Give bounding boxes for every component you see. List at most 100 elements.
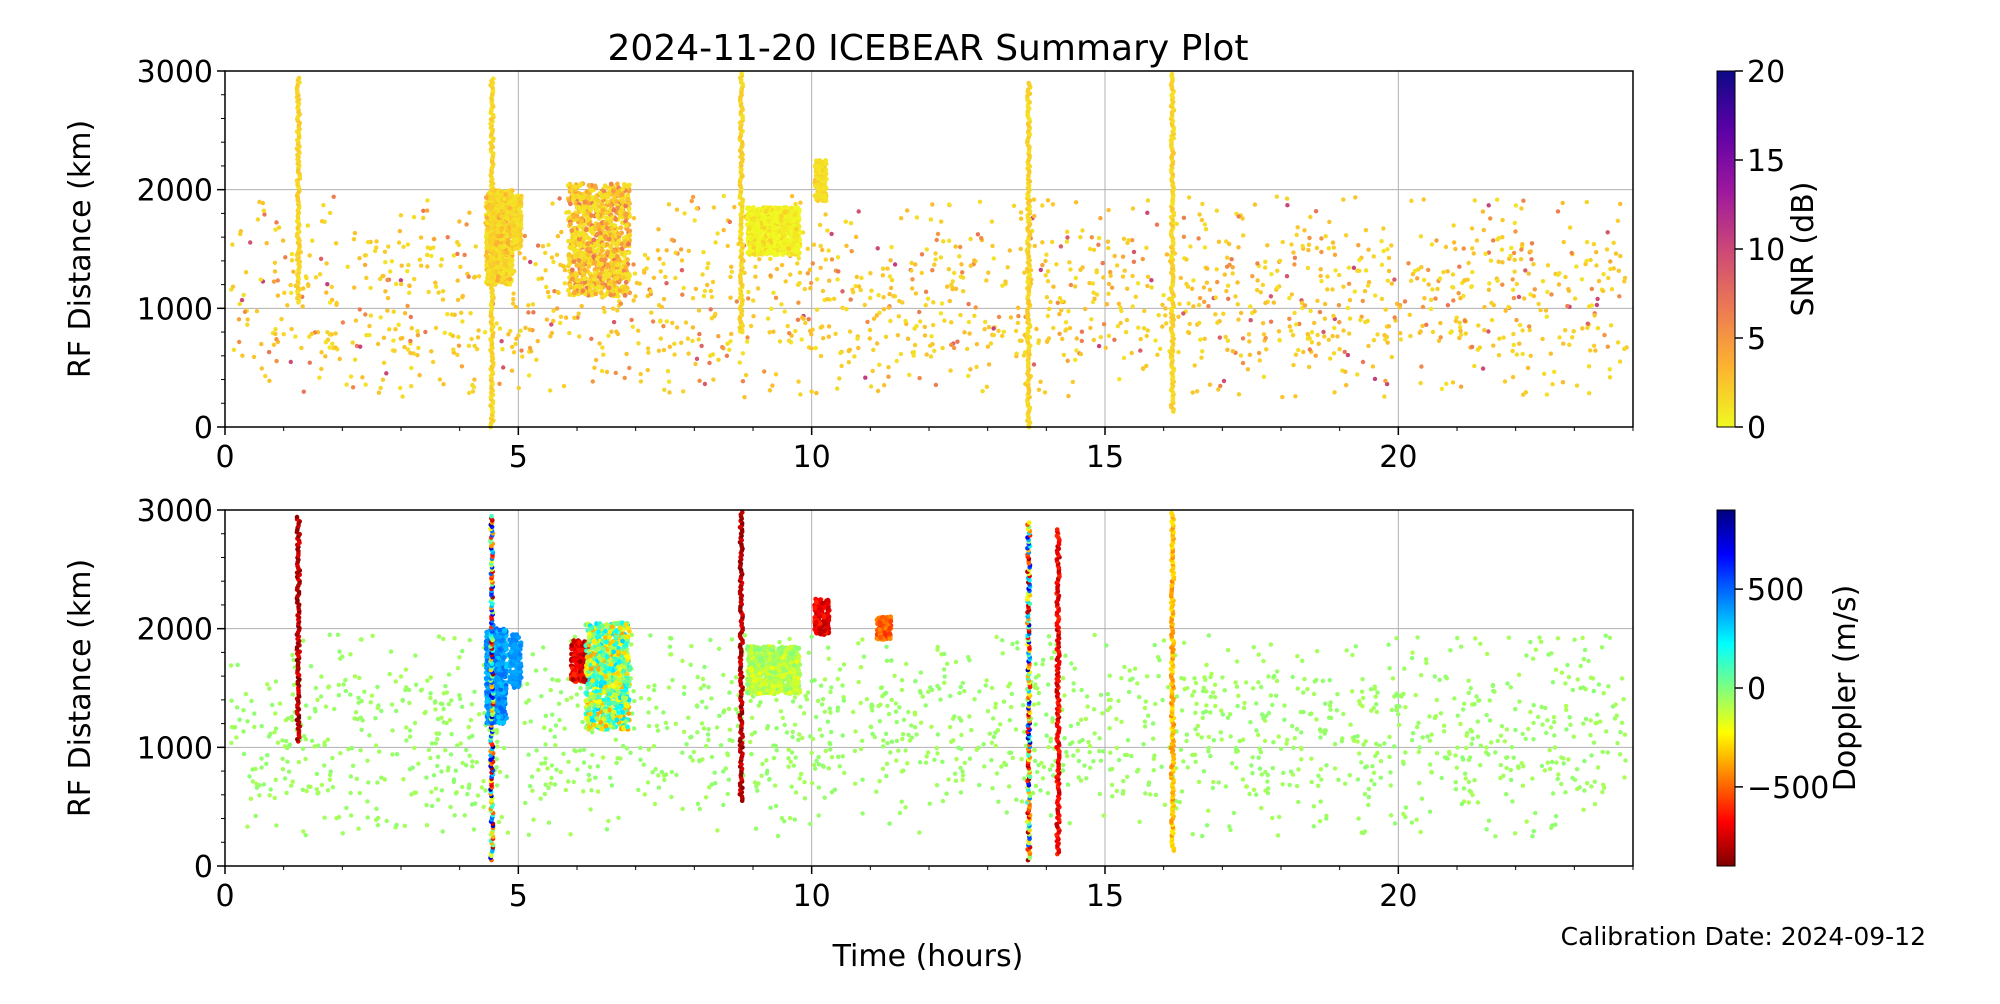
cluster-point (773, 239, 778, 244)
background-point (450, 312, 454, 316)
background-point (1051, 285, 1055, 289)
cluster-point (609, 255, 614, 260)
cluster-point (585, 218, 590, 223)
cluster-point (600, 248, 605, 253)
background-point (1188, 244, 1192, 248)
background-point (1419, 364, 1423, 368)
cluster-point (513, 246, 518, 251)
background-point (1347, 266, 1351, 270)
background-point (1500, 248, 1504, 252)
background-point (438, 377, 442, 381)
background-point (1462, 246, 1466, 250)
background-point (899, 352, 903, 356)
background-point (1482, 328, 1486, 332)
background-point (875, 341, 879, 345)
background-point (392, 349, 396, 353)
background-point (1552, 370, 1556, 374)
cluster-point (751, 245, 756, 250)
background-point (523, 234, 527, 238)
cluster-point (595, 213, 600, 218)
background-point (1145, 211, 1149, 215)
background-point (1587, 364, 1591, 368)
background-point (852, 354, 856, 358)
background-point (1080, 228, 1084, 232)
background-point (709, 289, 713, 293)
background-point (992, 256, 996, 260)
background-point (1452, 240, 1456, 244)
background-point (961, 289, 965, 293)
background-point (1149, 285, 1153, 289)
background-point (790, 194, 794, 198)
background-point (906, 337, 910, 341)
background-point (806, 247, 810, 251)
background-point (711, 377, 715, 381)
background-point (979, 236, 983, 240)
background-point (246, 317, 250, 321)
background-point (1440, 387, 1444, 391)
background-point (705, 266, 709, 270)
background-point (390, 259, 394, 263)
background-point (1068, 267, 1072, 271)
background-point (1278, 338, 1282, 342)
background-point (796, 379, 800, 383)
background-point (1424, 323, 1428, 327)
background-point (690, 339, 694, 343)
background-point (814, 346, 818, 350)
background-point (893, 262, 897, 266)
background-point (1597, 279, 1601, 283)
background-point (1139, 337, 1143, 341)
background-point (702, 294, 706, 298)
background-point (399, 213, 403, 217)
background-point (722, 194, 726, 198)
background-point (310, 332, 314, 336)
background-point (1236, 302, 1240, 306)
background-point (1549, 352, 1553, 356)
background-point (1366, 283, 1370, 287)
background-point (555, 306, 559, 310)
background-point (1306, 332, 1310, 336)
background-point (1429, 298, 1433, 302)
background-point (1568, 225, 1572, 229)
background-point (1012, 204, 1016, 208)
background-point (888, 274, 892, 278)
background-point (982, 327, 986, 331)
background-point (1390, 355, 1394, 359)
background-point (378, 277, 382, 281)
background-point (1078, 235, 1082, 239)
background-point (412, 215, 416, 219)
background-point (1406, 261, 1410, 265)
background-point (658, 319, 662, 323)
background-point (662, 297, 666, 301)
background-point (467, 275, 471, 279)
background-point (848, 329, 852, 333)
background-point (1426, 268, 1430, 272)
background-point (1197, 212, 1201, 216)
background-point (1513, 229, 1517, 233)
background-point (1389, 243, 1393, 247)
background-point (1337, 273, 1341, 277)
background-point (710, 316, 714, 320)
cluster-point (624, 280, 629, 285)
background-point (1306, 248, 1310, 252)
background-point (968, 367, 972, 371)
cluster-point (823, 198, 828, 203)
background-point (412, 277, 416, 281)
background-point (1016, 321, 1020, 325)
cluster-point (627, 250, 632, 255)
background-point (1380, 263, 1384, 267)
cluster-point (747, 249, 752, 254)
background-point (1197, 321, 1201, 325)
background-point (1557, 282, 1561, 286)
background-point (1495, 279, 1499, 283)
background-point (1032, 214, 1036, 218)
background-point (1121, 255, 1125, 259)
cluster-point (626, 197, 631, 202)
background-point (978, 200, 982, 204)
cluster-point (484, 235, 489, 240)
background-point (632, 216, 636, 220)
background-point (1145, 284, 1149, 288)
background-point (947, 267, 951, 271)
background-point (673, 276, 677, 280)
background-point (369, 313, 373, 317)
background-point (332, 195, 336, 199)
